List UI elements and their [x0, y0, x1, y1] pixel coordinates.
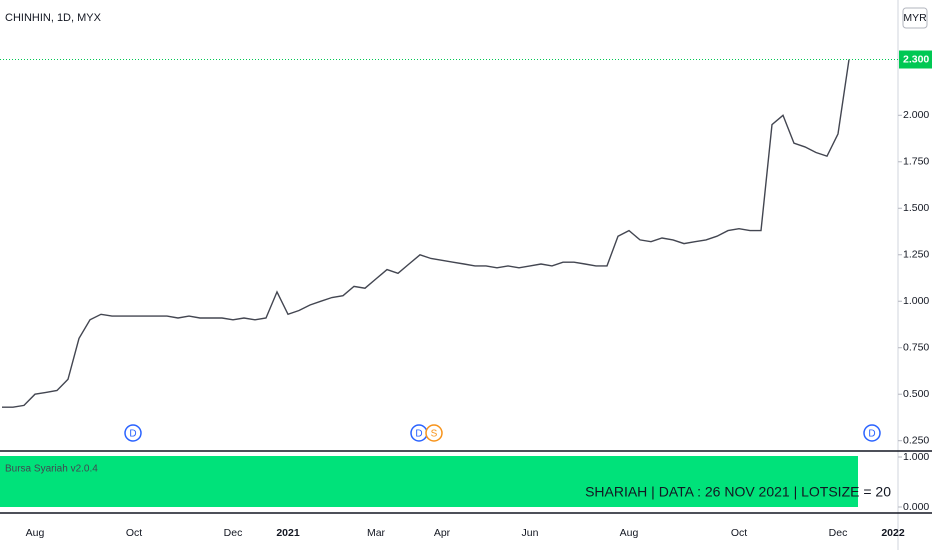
event-letter: D — [415, 429, 422, 440]
x-tick-label: Apr — [434, 527, 451, 539]
x-tick-label: Jun — [522, 527, 539, 539]
event-letter: D — [129, 429, 136, 440]
x-tick-label: Oct — [731, 527, 747, 539]
x-tick-label: Aug — [26, 527, 45, 539]
x-tick-label: 2022 — [881, 527, 905, 539]
y-tick-label: 1.500 — [903, 202, 929, 214]
price-line — [2, 59, 850, 408]
y-tick-label: 0.250 — [903, 434, 929, 446]
indicator-tick-label: 1.000 — [903, 451, 929, 463]
x-tick-label: Aug — [620, 527, 639, 539]
x-tick-label: Oct — [126, 527, 142, 539]
x-tick-label: Dec — [224, 527, 243, 539]
event-circle[interactable] — [425, 424, 443, 442]
indicator-band — [0, 456, 858, 507]
event-markers: D D S D — [124, 424, 881, 442]
y-tick-label: 1.000 — [903, 295, 929, 307]
last-price-label: 2.300 — [903, 53, 929, 65]
event-circle[interactable] — [863, 424, 881, 442]
y-tick-label: 1.250 — [903, 249, 929, 261]
y-tick-label: 1.750 — [903, 156, 929, 168]
x-tick-label: Mar — [367, 527, 386, 539]
x-tick-label: Dec — [829, 527, 848, 539]
currency-button[interactable] — [902, 7, 928, 29]
event-letter: S — [431, 429, 438, 440]
x-tick-label: 2021 — [276, 527, 300, 539]
y-tick-label: 0.500 — [903, 388, 929, 400]
y-tick-label: 0.750 — [903, 342, 929, 354]
event-circle[interactable] — [124, 424, 142, 442]
chart-title: CHINHIN, 1D, MYX — [5, 12, 102, 24]
indicator-text: SHARIAH | DATA : 26 NOV 2021 | LOTSIZE =… — [585, 484, 891, 500]
y-tick-label: 2.000 — [903, 109, 929, 121]
indicator-tick-label: 0.000 — [903, 501, 929, 513]
currency-label[interactable]: MYR — [903, 12, 927, 24]
indicator-name: Bursa Syariah v2.0.4 — [5, 464, 98, 475]
last-price-box — [899, 50, 932, 69]
event-letter: D — [868, 429, 875, 440]
